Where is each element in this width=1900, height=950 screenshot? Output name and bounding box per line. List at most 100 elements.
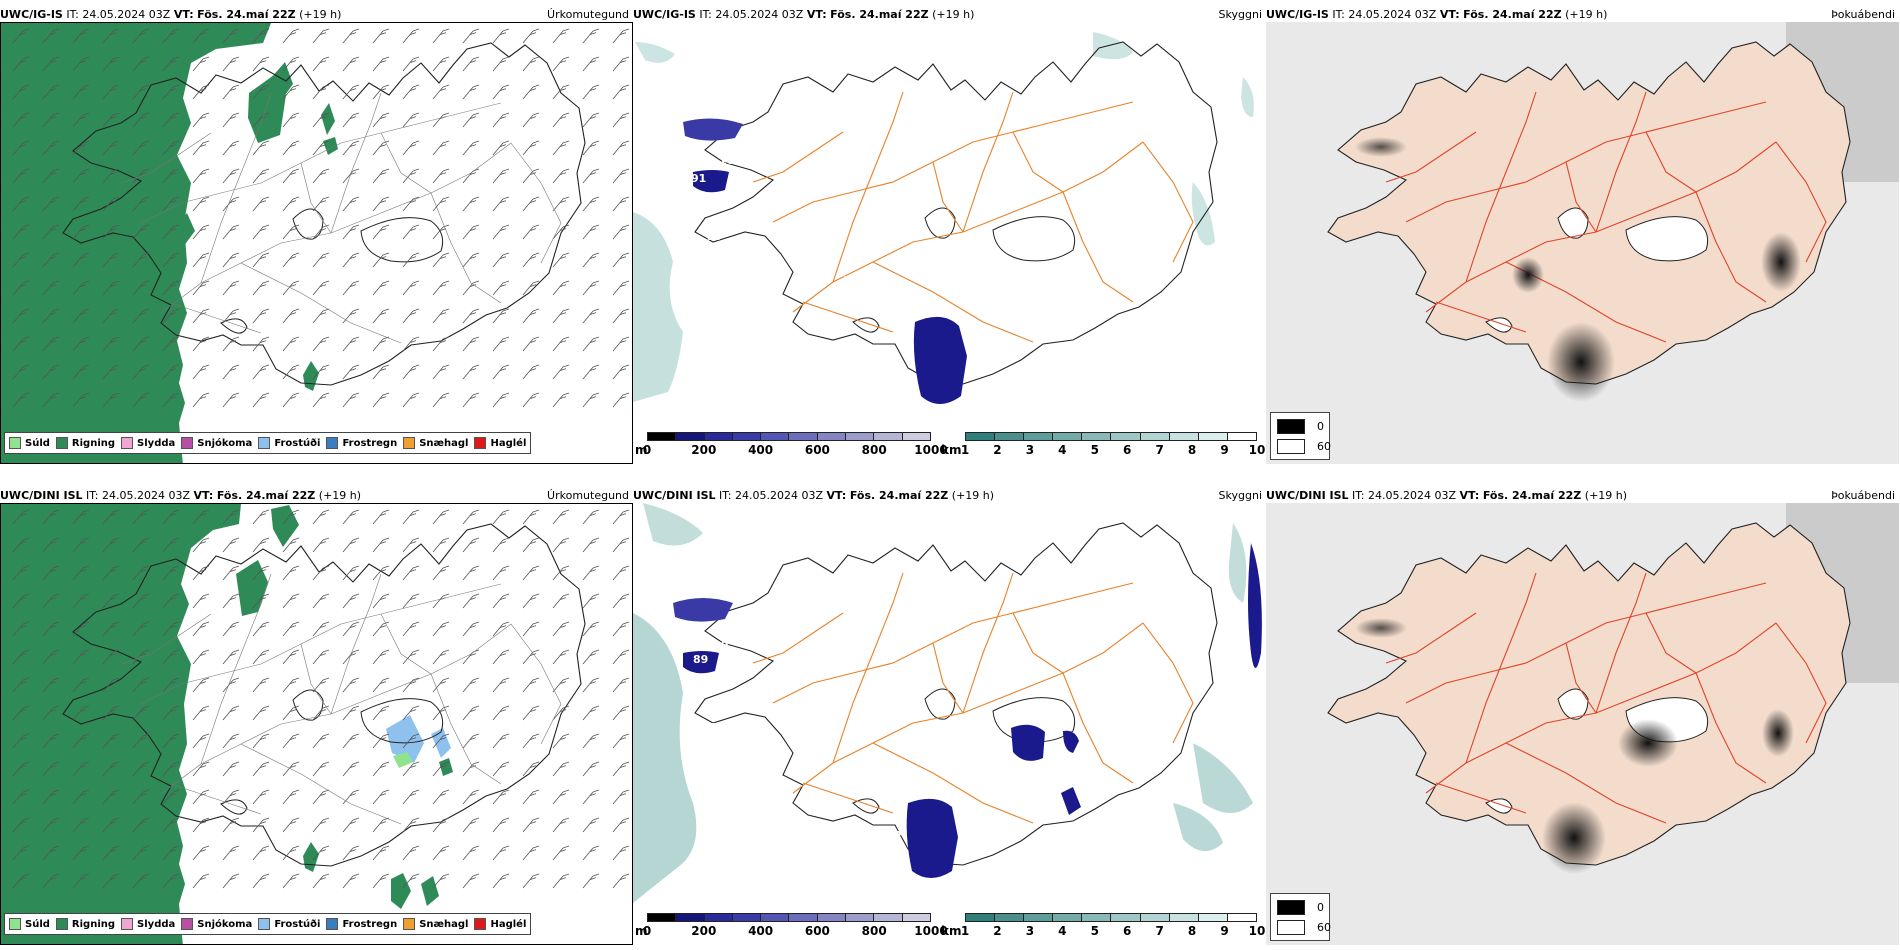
glacier-area [1625, 216, 1709, 262]
road-line [1565, 161, 1597, 233]
legend-swatch [474, 918, 487, 930]
wind-barb [372, 140, 390, 156]
wind-barb [582, 28, 600, 44]
wind-barb [42, 873, 60, 889]
wind-barb [342, 364, 360, 380]
colorbar-tick: 3 [1025, 924, 1035, 938]
wind-barb [612, 280, 630, 296]
wind-barb [432, 873, 450, 889]
wind-barb [342, 168, 360, 184]
wind-barb [162, 621, 180, 637]
wind-barb [432, 705, 450, 721]
wind-barb [222, 873, 240, 889]
wind-barb [72, 761, 90, 777]
wind-barb [102, 280, 120, 296]
road-line [430, 192, 502, 304]
wind-barb [342, 224, 360, 240]
wind-barb [72, 168, 90, 184]
wind-barb [72, 140, 90, 156]
wind-barb [222, 112, 240, 128]
wind-barb [432, 537, 450, 553]
wind-barb [282, 733, 300, 749]
wind-barb [582, 168, 600, 184]
colorbar-tick: 600 [804, 924, 830, 938]
iceland-land [1327, 41, 1851, 385]
ceiling-value-label: 114 [863, 829, 886, 842]
vis-sea-nw [643, 503, 703, 546]
wind-barb [462, 112, 480, 128]
wind-barb [42, 565, 60, 581]
road-line [330, 573, 382, 715]
ceiling-panel-row2: UWC/DINI ISL IT: 24.05.2024 03Z VT: Fös.… [633, 481, 1266, 945]
wind-barb [312, 196, 330, 212]
wind-barb [372, 84, 390, 100]
wind-barb [552, 140, 570, 156]
wind-barb [132, 280, 150, 296]
road-line [240, 262, 402, 344]
colorbar-segment [1053, 914, 1083, 921]
wind-barb [282, 280, 300, 296]
wind-barb [12, 565, 30, 581]
wind-barb [552, 677, 570, 693]
legend-swatch [181, 437, 194, 449]
wind-barb [42, 364, 60, 380]
wind-barb [312, 336, 330, 352]
wind-barb [192, 280, 210, 296]
ceiling-value-label: 29 [689, 729, 704, 742]
wind-barb [72, 817, 90, 833]
legend-label: Súld [25, 918, 50, 930]
wind-barb [42, 593, 60, 609]
wind-barb [282, 392, 300, 408]
wind-barb [12, 733, 30, 749]
wind-barb [192, 196, 210, 212]
wind-barb [72, 252, 90, 268]
wind-barb [582, 677, 600, 693]
wind-barb [132, 677, 150, 693]
colorbar-strip [647, 913, 931, 922]
colorbar-segment [995, 433, 1025, 440]
legend-label: Frostúði [274, 437, 321, 449]
legend-swatch [121, 437, 134, 449]
wind-barb [612, 621, 630, 637]
wind-barb [612, 845, 630, 861]
road-line [932, 642, 964, 714]
colorbar-unit: m [635, 924, 648, 938]
wind-barb [402, 364, 420, 380]
road-line [1012, 612, 1064, 674]
wind-barb [72, 509, 90, 525]
ceiling-value-label: 42 [887, 829, 902, 842]
wind-barb [42, 84, 60, 100]
wind-barb [462, 733, 480, 749]
wind-barb [72, 112, 90, 128]
wind-barb [312, 565, 330, 581]
freezing-drizzle-area [386, 715, 424, 763]
ceiling-value-label: 34 [867, 384, 883, 397]
wind-barb [342, 565, 360, 581]
wind-barb [612, 677, 630, 693]
wind-barb [132, 621, 150, 637]
wind-barb [492, 224, 510, 240]
wind-barb [132, 649, 150, 665]
ceiling-value-label: 44 [869, 348, 885, 361]
wind-barbs [12, 509, 630, 889]
colorbar-tick: 4 [1058, 924, 1067, 938]
road-line [160, 142, 512, 314]
wind-barb [42, 677, 60, 693]
wind-barb [312, 364, 330, 380]
iceland-outline [62, 42, 586, 386]
colorbar-tick: 5 [1090, 924, 1099, 938]
fog-panel-row1: UWC/IG-IS IT: 24.05.2024 03Z VT: Fös. 24… [1266, 0, 1899, 464]
road-line [170, 783, 262, 815]
wind-barb [312, 168, 330, 184]
fog-legend: 0 60 [1270, 893, 1331, 941]
wind-barb [582, 649, 600, 665]
wind-barb [192, 392, 210, 408]
wind-barb [252, 845, 270, 861]
wind-barb [372, 196, 390, 212]
wind-barb [612, 56, 630, 72]
vis-sea-left [633, 212, 683, 402]
wind-barb [402, 789, 420, 805]
wind-barb [222, 84, 240, 100]
wind-barb [522, 168, 540, 184]
ceiling-value-label: 39 [707, 230, 722, 243]
